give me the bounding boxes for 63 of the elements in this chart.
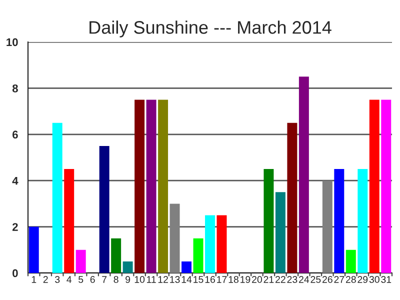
- x-tick-label: 29: [358, 276, 368, 283]
- bar: [158, 100, 168, 273]
- x-tick-label: 6: [90, 276, 95, 283]
- x-tick-label: 27: [334, 276, 344, 283]
- bar: [322, 180, 332, 273]
- x-tick-label: 22: [276, 276, 286, 283]
- bar: [287, 122, 298, 273]
- x-tick-label: 12: [158, 276, 168, 283]
- x-tick-label: 10: [134, 276, 145, 283]
- y-tick-label: 6: [12, 130, 18, 139]
- y-tick-label: 8: [12, 84, 18, 92]
- bar: [146, 100, 156, 273]
- bar: [298, 76, 309, 273]
- x-tick-label: 21: [264, 276, 274, 283]
- x-tick-label: 3: [55, 276, 60, 283]
- x-tick-label: 17: [217, 276, 227, 283]
- x-tick-label: 28: [346, 276, 356, 283]
- bar: [99, 146, 110, 273]
- bar: [334, 169, 344, 273]
- x-tick-label: 1: [32, 276, 36, 283]
- bar: [64, 169, 74, 273]
- bar: [381, 100, 392, 273]
- x-tick-label: 5: [78, 276, 84, 283]
- bar: [346, 250, 356, 273]
- bar: [358, 169, 368, 273]
- bar: [193, 238, 204, 273]
- bar: [205, 215, 215, 273]
- bar: [111, 238, 122, 273]
- x-tick-label: 20: [252, 276, 262, 283]
- x-tick-label: 30: [369, 276, 380, 283]
- bar: [369, 100, 380, 273]
- y-tick-label: 0: [12, 269, 18, 278]
- bar: [170, 204, 180, 273]
- x-tick-label: 8: [114, 276, 118, 283]
- y-tick-label: 2: [12, 223, 18, 231]
- x-tick-label: 24: [299, 276, 310, 283]
- x-tick-label: 16: [205, 276, 215, 283]
- bar: [216, 215, 227, 273]
- x-tick-label: 23: [287, 276, 298, 283]
- x-tick-label: 26: [322, 276, 332, 283]
- x-tick-label: 18: [228, 276, 238, 283]
- bar: [28, 226, 39, 273]
- chart-title: Daily Sunshine --- March 2014: [90, 20, 332, 38]
- y-tick-label: 4: [12, 176, 18, 185]
- x-tick-label: 31: [381, 276, 392, 283]
- x-tick-label: 25: [310, 276, 321, 283]
- bar: [76, 250, 86, 273]
- bar: [122, 261, 133, 273]
- x-tick-label: 14: [182, 276, 192, 283]
- x-tick-label: 4: [66, 276, 72, 283]
- x-tick-label: 11: [146, 276, 156, 283]
- bar: [275, 192, 286, 273]
- x-tick-label: 2: [43, 276, 48, 283]
- x-tick-label: 13: [170, 276, 180, 283]
- bar: [182, 261, 192, 273]
- x-tick-label: 7: [102, 276, 107, 283]
- bar: [52, 122, 62, 273]
- x-tick-label: 15: [194, 276, 204, 283]
- bar: [264, 169, 274, 273]
- y-tick-label: 10: [6, 38, 18, 46]
- bar: [134, 100, 145, 273]
- x-tick-label: 9: [126, 276, 130, 283]
- x-tick-label: 19: [240, 276, 250, 283]
